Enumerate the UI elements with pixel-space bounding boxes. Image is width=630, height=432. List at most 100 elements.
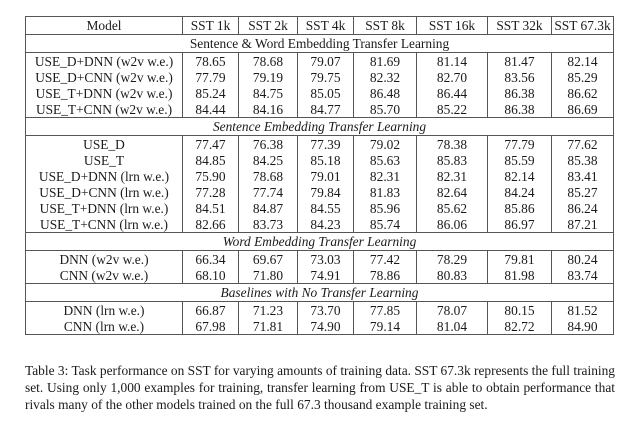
table-row: USE_D+DNN (w2v w.e.) 78.65 78.68 79.07 81.69… xyxy=(25,52,614,69)
score-cell: 84.77 xyxy=(297,101,354,118)
score-cell: 79.84 xyxy=(297,184,354,200)
score-cell: 84.85 xyxy=(182,152,239,168)
score-cell: 67.98 xyxy=(182,318,239,335)
score-cell: 80.15 xyxy=(487,301,552,318)
score-cell: 78.86 xyxy=(353,267,417,284)
score-cell: 82.14 xyxy=(551,52,614,69)
score-cell: 85.24 xyxy=(182,85,239,101)
model-name-cell: USE_D+CNN (w2v w.e.) xyxy=(25,69,183,85)
model-name-cell: USE_T xyxy=(25,152,183,168)
score-cell: 69.67 xyxy=(238,250,298,267)
section-title: Baselines with No Transfer Learning xyxy=(25,283,614,302)
table-row: USE_T+CNN (w2v w.e.) 84.44 84.16 84.77 85.70… xyxy=(25,101,614,118)
score-cell: 83.74 xyxy=(551,267,614,284)
section-header-row: Sentence & Word Embedding Transfer Learn… xyxy=(25,34,614,53)
score-cell: 68.10 xyxy=(182,267,239,284)
score-cell: 86.38 xyxy=(487,85,552,101)
score-cell: 76.38 xyxy=(238,135,298,152)
model-name-cell: DNN (w2v w.e.) xyxy=(25,250,183,267)
score-cell: 85.05 xyxy=(297,85,354,101)
score-cell: 81.69 xyxy=(353,52,417,69)
score-cell: 84.24 xyxy=(487,184,552,200)
score-cell: 77.79 xyxy=(487,135,552,152)
score-cell: 84.55 xyxy=(297,200,354,216)
model-name-cell: CNN (lrn w.e.) xyxy=(25,318,183,335)
score-cell: 87.21 xyxy=(551,216,614,233)
score-cell: 78.38 xyxy=(416,135,488,152)
score-cell: 84.44 xyxy=(182,101,239,118)
section-title: Word Embedding Transfer Learning xyxy=(25,232,614,251)
score-cell: 81.04 xyxy=(416,318,488,335)
score-cell: 86.48 xyxy=(353,85,417,101)
score-cell: 85.70 xyxy=(353,101,417,118)
model-name-cell: USE_D+CNN (lrn w.e.) xyxy=(25,184,183,200)
score-cell: 77.39 xyxy=(297,135,354,152)
table-row: USE_D+DNN (lrn w.e.) 75.90 78.68 79.01 82.31… xyxy=(25,168,614,184)
score-cell: 82.32 xyxy=(353,69,417,85)
score-cell: 77.47 xyxy=(182,135,239,152)
score-cell: 85.83 xyxy=(416,152,488,168)
section-title: Sentence Embedding Transfer Learning xyxy=(25,117,614,136)
score-cell: 81.98 xyxy=(487,267,552,284)
header-row: Model SST 1k SST 2k SST 4k SST 8k SST 16… xyxy=(25,16,614,35)
score-cell: 84.16 xyxy=(238,101,298,118)
section-header-row: Sentence Embedding Transfer Learning xyxy=(25,117,614,136)
score-cell: 77.42 xyxy=(353,250,417,267)
score-cell: 86.38 xyxy=(487,101,552,118)
score-cell: 85.62 xyxy=(416,200,488,216)
score-cell: 82.70 xyxy=(416,69,488,85)
score-cell: 71.23 xyxy=(238,301,298,318)
score-cell: 74.90 xyxy=(297,318,354,335)
score-cell: 86.06 xyxy=(416,216,488,233)
table-row: USE_T 84.85 84.25 85.18 85.63 85.83 85.59 85.38 xyxy=(25,152,614,168)
section-header-row: Word Embedding Transfer Learning xyxy=(25,232,614,251)
score-cell: 83.73 xyxy=(238,216,298,233)
score-cell: 80.83 xyxy=(416,267,488,284)
score-cell: 66.87 xyxy=(182,301,239,318)
score-cell: 85.38 xyxy=(551,152,614,168)
score-cell: 84.75 xyxy=(238,85,298,101)
section-header-row: Baselines with No Transfer Learning xyxy=(25,283,614,302)
table-row: CNN (lrn w.e.) 67.98 71.81 74.90 79.14 81.04 8… xyxy=(25,318,614,335)
score-cell: 74.91 xyxy=(297,267,354,284)
model-name-cell: USE_T+CNN (lrn w.e.) xyxy=(25,216,183,233)
score-cell: 81.14 xyxy=(416,52,488,69)
model-name-cell: USE_D+DNN (lrn w.e.) xyxy=(25,168,183,184)
header-model: Model xyxy=(25,16,183,35)
score-cell: 73.70 xyxy=(297,301,354,318)
model-name-cell: USE_T+DNN (w2v w.e.) xyxy=(25,85,183,101)
score-cell: 79.07 xyxy=(297,52,354,69)
model-name-cell: DNN (lrn w.e.) xyxy=(25,301,183,318)
model-name-cell: USE_T+CNN (w2v w.e.) xyxy=(25,101,183,118)
score-cell: 78.65 xyxy=(182,52,239,69)
score-cell: 77.74 xyxy=(238,184,298,200)
table-row: USE_T+DNN (lrn w.e.) 84.51 84.87 84.55 85.96… xyxy=(25,200,614,216)
table-row: DNN (w2v w.e.) 66.34 69.67 73.03 77.42 78.29 7… xyxy=(25,250,614,267)
table-row: USE_T+DNN (w2v w.e.) 85.24 84.75 85.05 86.48… xyxy=(25,85,614,101)
score-cell: 85.63 xyxy=(353,152,417,168)
score-cell: 84.90 xyxy=(551,318,614,335)
table-row: USE_D+CNN (w2v w.e.) 77.79 79.19 79.75 82.32… xyxy=(25,69,614,85)
results-table: Model SST 1k SST 2k SST 4k SST 8k SST 16… xyxy=(25,16,614,335)
score-cell: 84.87 xyxy=(238,200,298,216)
score-cell: 78.68 xyxy=(238,52,298,69)
header-sst-32k: SST 32k xyxy=(487,16,552,35)
model-name-cell: USE_D+DNN (w2v w.e.) xyxy=(25,52,183,69)
score-cell: 86.62 xyxy=(551,85,614,101)
score-cell: 86.69 xyxy=(551,101,614,118)
score-cell: 86.24 xyxy=(551,200,614,216)
score-cell: 85.27 xyxy=(551,184,614,200)
score-cell: 85.22 xyxy=(416,101,488,118)
score-cell: 66.34 xyxy=(182,250,239,267)
score-cell: 85.18 xyxy=(297,152,354,168)
score-cell: 81.83 xyxy=(353,184,417,200)
header-sst-2k: SST 2k xyxy=(238,16,298,35)
table-row: DNN (lrn w.e.) 66.87 71.23 73.70 77.85 78.07 8… xyxy=(25,301,614,318)
model-name-cell: USE_T+DNN (lrn w.e.) xyxy=(25,200,183,216)
score-cell: 71.80 xyxy=(238,267,298,284)
score-cell: 85.74 xyxy=(353,216,417,233)
score-cell: 79.75 xyxy=(297,69,354,85)
score-cell: 71.81 xyxy=(238,318,298,335)
score-cell: 86.44 xyxy=(416,85,488,101)
header-sst-8k: SST 8k xyxy=(353,16,417,35)
